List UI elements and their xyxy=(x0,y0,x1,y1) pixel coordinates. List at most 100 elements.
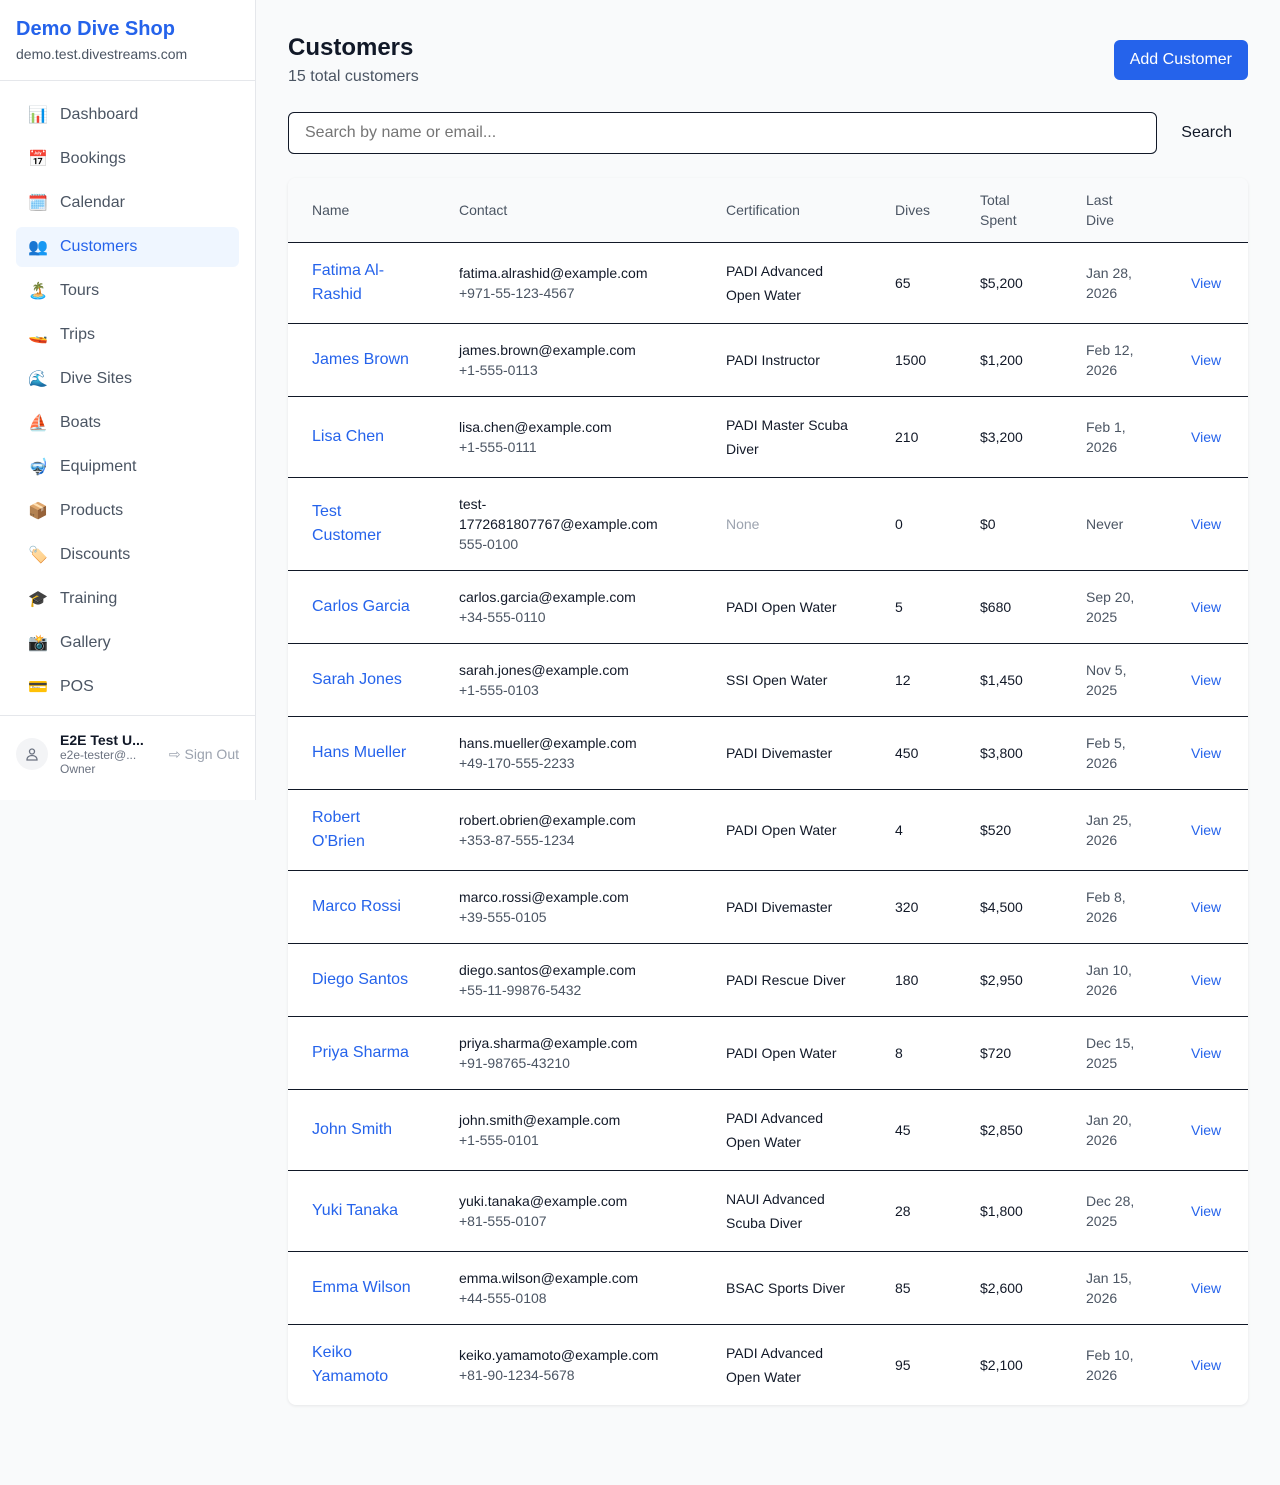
table-row: Sarah Jones sarah.jones@example.com +1-55… xyxy=(288,643,1248,717)
last-dive: Jan 15, 2026 xyxy=(1062,1251,1167,1325)
certification: PADI Divemaster xyxy=(702,870,871,944)
certification: PADI Advanced Open Water xyxy=(726,1345,824,1385)
view-customer-link[interactable]: View xyxy=(1191,1045,1222,1061)
sidebar-item-customers[interactable]: 👥 Customers xyxy=(16,227,239,267)
dives: 210 xyxy=(871,396,956,478)
certification: None xyxy=(702,477,871,571)
customer-phone: 555-0100 xyxy=(459,536,519,552)
search-button[interactable]: Search xyxy=(1165,124,1248,142)
customer-name-link[interactable]: Emma Wilson xyxy=(312,1279,411,1296)
sidebar-item-tours[interactable]: 🏝️ Tours xyxy=(16,271,239,311)
table-row: Robert O'Brien robert.obrien@example.com… xyxy=(288,789,1248,871)
dives: 0 xyxy=(871,477,956,571)
table-row: Priya Sharma priya.sharma@example.com +91… xyxy=(288,1016,1248,1090)
view-customer-link[interactable]: View xyxy=(1191,1203,1222,1219)
sidebar-item-pos[interactable]: 💳 POS xyxy=(16,667,239,707)
total-spent: $1,800 xyxy=(956,1170,1062,1252)
customer-phone: +1-555-0111 xyxy=(459,439,537,455)
user-name: E2E Test U... xyxy=(60,732,144,748)
customer-email: diego.santos@example.com xyxy=(459,962,636,978)
customer-phone: +55-11-99876-5432 xyxy=(459,982,582,998)
dives: 320 xyxy=(871,870,956,944)
sailboat-icon: ⛵ xyxy=(28,415,48,432)
sign-out-button[interactable]: ⇨ Sign Out xyxy=(169,746,239,763)
certification: PADI Rescue Diver xyxy=(702,943,871,1017)
view-customer-link[interactable]: View xyxy=(1191,1357,1222,1373)
sidebar-item-products[interactable]: 📦 Products xyxy=(16,491,239,531)
total-spent: $3,200 xyxy=(956,396,1062,478)
last-dive: Nov 5, 2025 xyxy=(1062,643,1167,717)
customer-name-link[interactable]: Test Customer xyxy=(312,503,382,544)
view-customer-link[interactable]: View xyxy=(1191,275,1222,291)
view-customer-link[interactable]: View xyxy=(1191,1280,1222,1296)
view-customer-link[interactable]: View xyxy=(1191,672,1222,688)
sidebar-item-gallery[interactable]: 📸 Gallery xyxy=(16,623,239,663)
table-row: James Brown james.brown@example.com +1-55… xyxy=(288,323,1248,397)
total-spent: $2,950 xyxy=(956,943,1062,1017)
sidebar-item-discounts[interactable]: 🏷️ Discounts xyxy=(16,535,239,575)
customer-name-link[interactable]: Hans Mueller xyxy=(312,744,407,761)
column-header: Total Spent xyxy=(956,178,1062,243)
camera-icon: 📸 xyxy=(28,635,48,652)
customer-name-link[interactable]: Sarah Jones xyxy=(312,671,402,688)
view-customer-link[interactable]: View xyxy=(1191,516,1222,532)
last-dive: Never xyxy=(1062,477,1167,571)
customer-email: marco.rossi@example.com xyxy=(459,889,629,905)
customer-phone: +353-87-555-1234 xyxy=(459,832,575,848)
last-dive: Feb 10, 2026 xyxy=(1086,1347,1134,1383)
certification: PADI Divemaster xyxy=(702,716,871,790)
view-customer-link[interactable]: View xyxy=(1191,429,1222,445)
wave-icon: 🌊 xyxy=(28,371,48,388)
customer-phone: +1-555-0113 xyxy=(459,362,538,378)
last-dive: Jan 10, 2026 xyxy=(1062,943,1167,1017)
customer-email: emma.wilson@example.com xyxy=(459,1270,639,1286)
customer-name-link[interactable]: Fatima Al-Rashid xyxy=(312,262,385,303)
customer-name-link[interactable]: James Brown xyxy=(312,351,409,368)
view-customer-link[interactable]: View xyxy=(1191,599,1222,615)
sidebar-item-trips[interactable]: 🚤 Trips xyxy=(16,315,239,355)
customer-name-link[interactable]: Robert O'Brien xyxy=(312,809,365,850)
customer-email: yuki.tanaka@example.com xyxy=(459,1193,628,1209)
customer-phone: +1-555-0103 xyxy=(459,682,539,698)
sidebar-item-training[interactable]: 🎓 Training xyxy=(16,579,239,619)
customer-name-link[interactable]: Keiko Yamamoto xyxy=(312,1344,389,1385)
certification: NAUI Advanced Scuba Diver xyxy=(702,1170,871,1252)
sidebar-item-equipment[interactable]: 🤿 Equipment xyxy=(16,447,239,487)
view-customer-link[interactable]: View xyxy=(1191,972,1222,988)
add-customer-button[interactable]: Add Customer xyxy=(1113,40,1248,80)
view-customer-link[interactable]: View xyxy=(1191,899,1222,915)
search-input[interactable] xyxy=(288,112,1158,154)
view-customer-link[interactable]: View xyxy=(1191,1122,1222,1138)
customer-name-link[interactable]: Marco Rossi xyxy=(312,898,401,915)
customer-phone: +971-55-123-4567 xyxy=(459,285,575,301)
calendar-date-icon: 📅 xyxy=(28,151,48,168)
dives: 95 xyxy=(895,1357,911,1373)
column-header: Name xyxy=(288,178,435,243)
customer-name-link[interactable]: Priya Sharma xyxy=(312,1044,409,1061)
sidebar-item-label: Gallery xyxy=(60,634,111,651)
customer-name-link[interactable]: John Smith xyxy=(312,1121,393,1138)
view-customer-link[interactable]: View xyxy=(1191,745,1222,761)
sidebar-item-dive-sites[interactable]: 🌊 Dive Sites xyxy=(16,359,239,399)
table-row: Marco Rossi marco.rossi@example.com +39-5… xyxy=(288,870,1248,944)
sidebar-item-boats[interactable]: ⛵ Boats xyxy=(16,403,239,443)
customer-email: james.brown@example.com xyxy=(459,342,636,358)
sidebar-item-label: Discounts xyxy=(60,546,131,563)
sidebar-item-bookings[interactable]: 📅 Bookings xyxy=(16,139,239,179)
customer-name-link[interactable]: Carlos Garcia xyxy=(312,598,410,615)
view-customer-link[interactable]: View xyxy=(1191,822,1222,838)
sidebar-item-dashboard[interactable]: 📊 Dashboard xyxy=(16,95,239,135)
total-spent: $680 xyxy=(956,570,1062,644)
customer-name-link[interactable]: Lisa Chen xyxy=(312,428,385,445)
customer-name-link[interactable]: Yuki Tanaka xyxy=(312,1202,398,1219)
dives: 85 xyxy=(871,1251,956,1325)
customer-phone: +1-555-0101 xyxy=(459,1132,539,1148)
table-row: Carlos Garcia carlos.garcia@example.com +… xyxy=(288,570,1248,644)
view-customer-link[interactable]: View xyxy=(1191,352,1222,368)
sidebar-item-calendar[interactable]: 🗓️ Calendar xyxy=(16,183,239,223)
sidebar-item-label: Equipment xyxy=(60,458,137,475)
shop-name[interactable]: Demo Dive Shop xyxy=(16,18,175,40)
tag-icon: 🏷️ xyxy=(28,547,48,564)
customer-name-link[interactable]: Diego Santos xyxy=(312,971,409,988)
last-dive: Feb 1, 2026 xyxy=(1062,396,1167,478)
